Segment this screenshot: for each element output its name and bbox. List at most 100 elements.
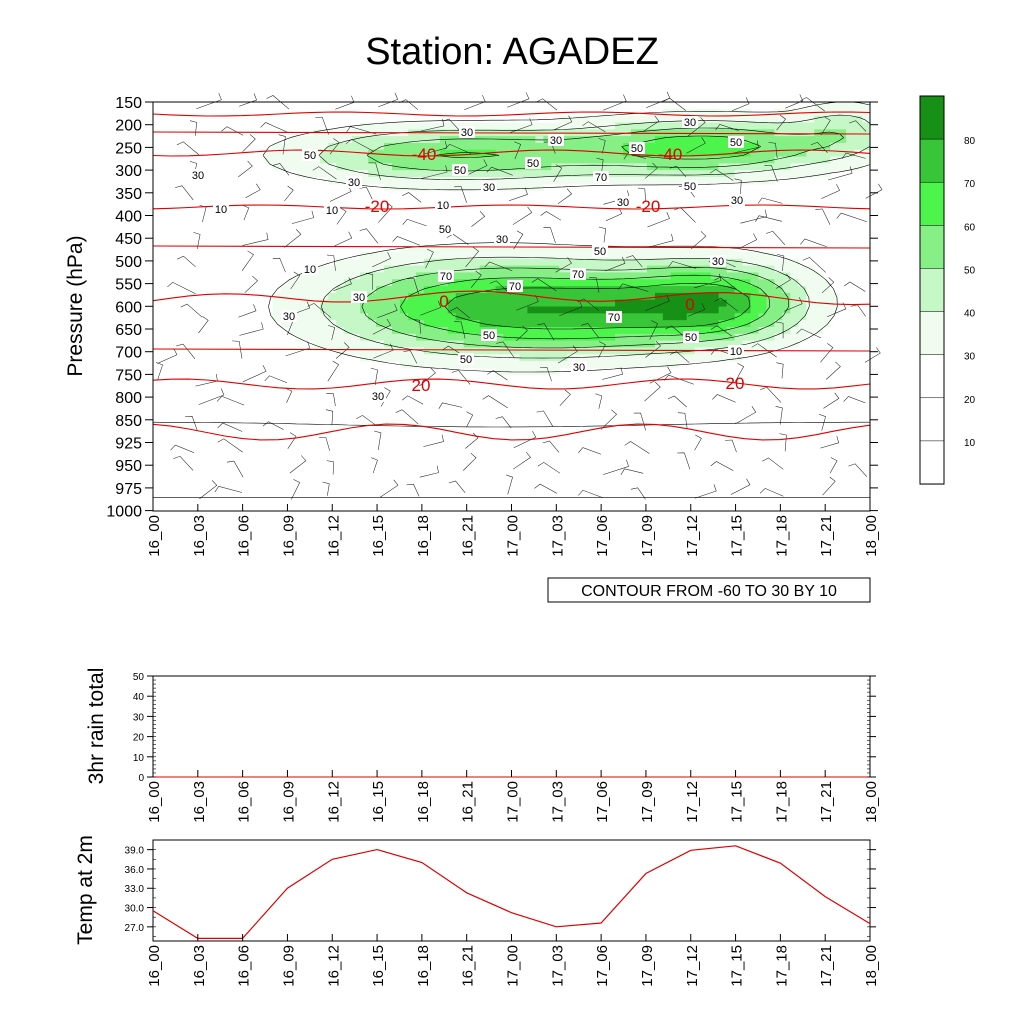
- humidity-cell: [495, 340, 505, 348]
- humidity-cell: [583, 272, 592, 280]
- humidity-cell: [846, 102, 855, 110]
- humidity-cell: [638, 326, 648, 335]
- humidity-cell: [543, 258, 552, 267]
- humidity-cell: [750, 299, 760, 308]
- time-tick-label: 17_21: [818, 781, 835, 823]
- humidity-cell: [503, 299, 513, 308]
- humidity-cell: [726, 354, 736, 362]
- humidity-cell: [407, 251, 417, 260]
- wind-barb: [327, 360, 339, 382]
- wind-barb: [290, 271, 301, 290]
- wind-barb: [377, 303, 398, 319]
- wind-barb: [489, 280, 511, 295]
- wind-barb: [710, 325, 733, 337]
- humidity-cell: [264, 156, 274, 164]
- humidity-cell: [607, 272, 616, 280]
- humidity-cell: [551, 163, 560, 171]
- humidity-cell: [726, 156, 736, 164]
- humidity-cell: [439, 156, 449, 164]
- humidity-cell: [415, 245, 425, 253]
- humidity-cell: [670, 245, 680, 253]
- colorbar-tick-label: 40: [964, 309, 976, 320]
- humidity-cell: [670, 313, 680, 321]
- wind-barb: [365, 272, 374, 290]
- humidity-cell: [790, 272, 799, 280]
- humidity-cell: [583, 258, 592, 267]
- humidity-cell: [511, 183, 521, 192]
- humidity-cell: [312, 333, 321, 342]
- humidity-cell: [423, 136, 433, 144]
- humidity-cell: [782, 340, 791, 348]
- humidity-cell: [694, 251, 704, 260]
- wind-barb: [823, 392, 840, 409]
- humidity-cell: [471, 292, 481, 301]
- time-tick-label: 17_21: [818, 945, 835, 987]
- humidity-cell: [575, 156, 584, 164]
- humidity-cell: [686, 292, 696, 301]
- humidity-cell: [479, 272, 489, 280]
- wind-barb: [465, 432, 479, 449]
- time-tick-label: 17_18: [773, 515, 790, 557]
- humidity-cell: [646, 156, 656, 164]
- humidity-cell: [519, 258, 529, 267]
- wind-barb: [539, 367, 552, 382]
- wind-barb: [242, 204, 250, 221]
- humidity-cell: [718, 115, 728, 124]
- wind-barb: [291, 210, 315, 224]
- humidity-cell: [392, 163, 401, 171]
- humidity-cell: [790, 136, 799, 144]
- humidity-cell: [854, 115, 863, 124]
- humidity-cell: [567, 320, 576, 328]
- humidity-cell: [336, 326, 345, 335]
- humidity-cell: [766, 320, 775, 328]
- humidity-cell: [806, 286, 815, 294]
- wind-barb: [487, 370, 508, 381]
- humidity-cell: [407, 183, 417, 192]
- humidity-label-bg: [302, 263, 318, 275]
- humidity-cell: [583, 142, 592, 151]
- humidity-cell: [559, 279, 568, 287]
- humidity-cell: [583, 149, 592, 158]
- humidity-cell: [654, 313, 664, 321]
- humidity-cell: [607, 149, 616, 158]
- colorbar-segment: [919, 354, 945, 399]
- humidity-cell: [631, 333, 640, 342]
- humidity-cell: [750, 292, 760, 301]
- humidity-cell: [392, 292, 401, 301]
- wind-barb: [412, 319, 421, 334]
- humidity-cell: [272, 142, 282, 151]
- humidity-cell: [798, 142, 807, 151]
- humidity-cell: [734, 354, 744, 362]
- humidity-cell: [631, 340, 640, 348]
- humidity-cell: [407, 333, 417, 342]
- humidity-cell: [519, 320, 529, 328]
- humidity-cell: [423, 292, 433, 301]
- humidity-cell: [575, 326, 584, 335]
- humidity-cell: [766, 170, 775, 178]
- humidity-cell: [423, 176, 433, 185]
- humidity-cell: [471, 122, 481, 130]
- humidity-cell: [591, 299, 600, 308]
- humidity-cell: [511, 272, 521, 280]
- wind-barb: [403, 350, 418, 364]
- wind-barb: [346, 126, 377, 135]
- humidity-cell: [304, 136, 313, 144]
- humidity-cell: [638, 279, 648, 287]
- wind-barb: [242, 134, 256, 152]
- humidity-cell: [352, 149, 361, 158]
- humidity-cell: [455, 149, 465, 158]
- humidity-cell: [670, 354, 680, 362]
- humidity-cell: [503, 258, 513, 267]
- humidity-cell: [814, 320, 823, 328]
- humidity-cell: [511, 176, 521, 185]
- wind-barb: [762, 457, 784, 470]
- humidity-cell: [694, 333, 704, 342]
- humidity-cell: [296, 163, 305, 171]
- humidity-cell: [503, 245, 513, 253]
- humidity-cell: [535, 313, 544, 321]
- humidity-cell: [368, 306, 377, 314]
- humidity-cell: [463, 299, 473, 308]
- humidity-cell: [336, 170, 345, 178]
- humidity-cell: [575, 170, 584, 178]
- humidity-cell: [615, 286, 624, 294]
